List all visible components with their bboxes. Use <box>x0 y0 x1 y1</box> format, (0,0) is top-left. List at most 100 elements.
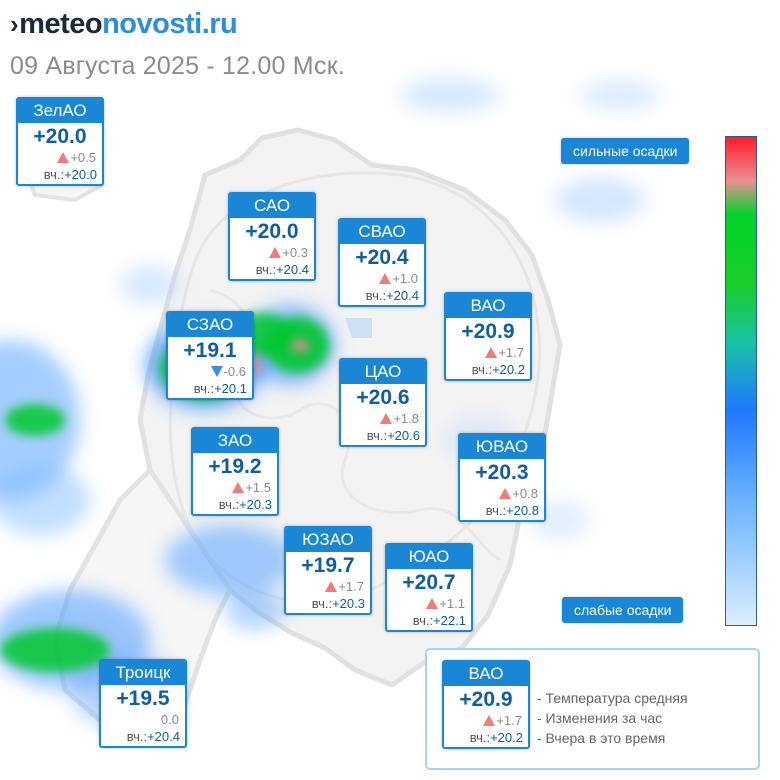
yesterday-value: +20.3 <box>332 596 365 611</box>
forecast-datetime: 09 Августа 2025 - 12.00 Мск. <box>10 52 345 80</box>
yesterday-value: +20.4 <box>386 288 419 303</box>
district-name: ВАО <box>444 662 528 686</box>
yesterday-row: вч.:+20.6 <box>341 427 425 445</box>
hourly-change: +1.8 <box>341 411 425 427</box>
yesterday-label: вч.: <box>365 288 387 303</box>
yesterday-row: вч.:+20.4 <box>230 261 314 279</box>
change-value: +1.8 <box>393 411 419 426</box>
district-name: ЗелАО <box>18 99 102 123</box>
yesterday-label: вч.: <box>485 503 507 518</box>
yesterday-value: +20.1 <box>214 381 247 396</box>
district-name: ВАО <box>446 294 530 318</box>
legend-items: - Температура средняя - Изменения за час… <box>537 688 688 748</box>
legend-sample-card: ВАО +20.9 +1.7 вч.:+20.2 <box>442 660 530 749</box>
temperature-value: +20.9 <box>459 688 513 711</box>
temperature-value: +19.5 <box>116 687 170 710</box>
district-name: ЦАО <box>341 360 425 384</box>
yesterday-row: вч.:+20.2 <box>446 361 530 379</box>
change-value: +1.7 <box>498 345 524 360</box>
district-card-troitsk[interactable]: Троицк +19.5 0.0 вч.:+20.4 <box>99 659 187 748</box>
yesterday-row: вч.:+22.1 <box>387 612 471 630</box>
hourly-change: -0.6 <box>168 364 252 380</box>
rise-arrow-icon <box>325 581 338 592</box>
site-logo[interactable]: ›meteonovosti.ru <box>10 6 238 42</box>
temperature-value: +20.3 <box>475 461 529 484</box>
yesterday-row: вч.:+20.1 <box>168 380 252 398</box>
district-name: ЮВАО <box>460 435 544 459</box>
rise-arrow-icon <box>380 413 393 424</box>
rise-arrow-icon <box>379 273 392 284</box>
legend-box: ВАО +20.9 +1.7 вч.:+20.2 - Температура с… <box>425 648 760 770</box>
hourly-change: +0.8 <box>460 486 544 502</box>
temperature-value: +19.7 <box>301 554 355 577</box>
legend-item-yesterday: - Вчера в это время <box>537 730 666 746</box>
district-name: ЮАО <box>387 545 471 569</box>
yesterday-row: вч.:+20.3 <box>193 496 277 514</box>
change-value: +1.5 <box>245 480 271 495</box>
district-card-zao[interactable]: ЗАО +19.2 +1.5 вч.:+20.3 <box>191 427 279 516</box>
yesterday-value: +20.6 <box>387 428 420 443</box>
district-name: ЗАО <box>193 429 277 453</box>
yesterday-label: вч.: <box>193 381 215 396</box>
change-value: +1.1 <box>439 596 465 611</box>
hourly-change: +0.5 <box>18 150 102 166</box>
hourly-change: +0.3 <box>230 245 314 261</box>
rise-arrow-icon <box>483 715 496 726</box>
district-card-vao[interactable]: ВАО +20.9 +1.7 вч.:+20.2 <box>444 292 532 381</box>
temperature-value: +19.2 <box>208 455 262 478</box>
yesterday-label: вч.: <box>469 730 491 745</box>
change-value: +1.7 <box>496 713 522 728</box>
yesterday-value: +20.8 <box>506 503 539 518</box>
district-card-cao[interactable]: ЦАО +20.6 +1.8 вч.:+20.6 <box>339 358 427 447</box>
hourly-change: +1.0 <box>340 271 424 287</box>
district-name: СЗАО <box>168 313 252 337</box>
yesterday-value: +20.4 <box>147 729 180 744</box>
precipitation-scale-bar <box>725 136 757 626</box>
district-card-sao[interactable]: САО +20.0 +0.3 вч.:+20.4 <box>228 192 316 281</box>
district-card-yuao[interactable]: ЮАО +20.7 +1.1 вч.:+22.1 <box>385 543 473 632</box>
fall-arrow-icon <box>210 366 223 377</box>
temperature-value: +20.0 <box>245 220 299 243</box>
logo-text-meteo: meteo <box>19 8 103 40</box>
temperature-value: +20.7 <box>402 571 456 594</box>
yesterday-value: +20.4 <box>276 262 309 277</box>
district-card-yuzao[interactable]: ЮЗАО +19.7 +1.7 вч.:+20.3 <box>284 526 372 615</box>
yesterday-row: вч.:+20.2 <box>444 729 528 747</box>
yesterday-label: вч.: <box>126 729 148 744</box>
district-card-zelao[interactable]: ЗелАО +20.0 +0.5 вч.:+20.0 <box>16 97 104 186</box>
yesterday-value: +20.0 <box>64 167 97 182</box>
yesterday-value: +20.2 <box>490 730 523 745</box>
yesterday-row: вч.:+20.4 <box>340 287 424 305</box>
change-value: -0.6 <box>223 364 246 379</box>
yesterday-value: +20.3 <box>239 497 272 512</box>
change-value: +0.5 <box>70 150 96 165</box>
logo-mark: › <box>10 9 19 39</box>
district-card-svao[interactable]: СВАО +20.4 +1.0 вч.:+20.4 <box>338 218 426 307</box>
change-value: +1.7 <box>338 579 364 594</box>
hourly-change: +1.7 <box>286 579 370 595</box>
hourly-change: +1.7 <box>446 345 530 361</box>
hourly-change: +1.1 <box>387 596 471 612</box>
temperature-value: +20.9 <box>461 320 515 343</box>
temperature-value: +20.0 <box>33 125 87 148</box>
logo-text-novosti: novosti.ru <box>102 8 238 40</box>
temperature-value: +20.6 <box>356 386 410 409</box>
district-card-szao[interactable]: СЗАО +19.1 -0.6 вч.:+20.1 <box>166 311 254 400</box>
change-value: 0.0 <box>160 712 179 727</box>
yesterday-label: вч.: <box>218 497 240 512</box>
yesterday-row: вч.:+20.3 <box>286 595 370 613</box>
yesterday-value: +20.2 <box>492 362 525 377</box>
scale-label-heavy: сильные осадки <box>561 138 690 164</box>
yesterday-row: вч.:+20.0 <box>18 166 102 184</box>
rise-arrow-icon <box>57 152 70 163</box>
temperature-value: +20.4 <box>355 246 409 269</box>
yesterday-row: вч.:+20.8 <box>460 502 544 520</box>
yesterday-label: вч.: <box>311 596 333 611</box>
district-card-yuvao[interactable]: ЮВАО +20.3 +0.8 вч.:+20.8 <box>458 433 546 522</box>
legend-item-temperature: - Температура средняя <box>537 690 688 706</box>
yesterday-label: вч.: <box>471 362 493 377</box>
yesterday-label: вч.: <box>43 167 65 182</box>
rise-arrow-icon <box>426 598 439 609</box>
district-name: САО <box>230 194 314 218</box>
